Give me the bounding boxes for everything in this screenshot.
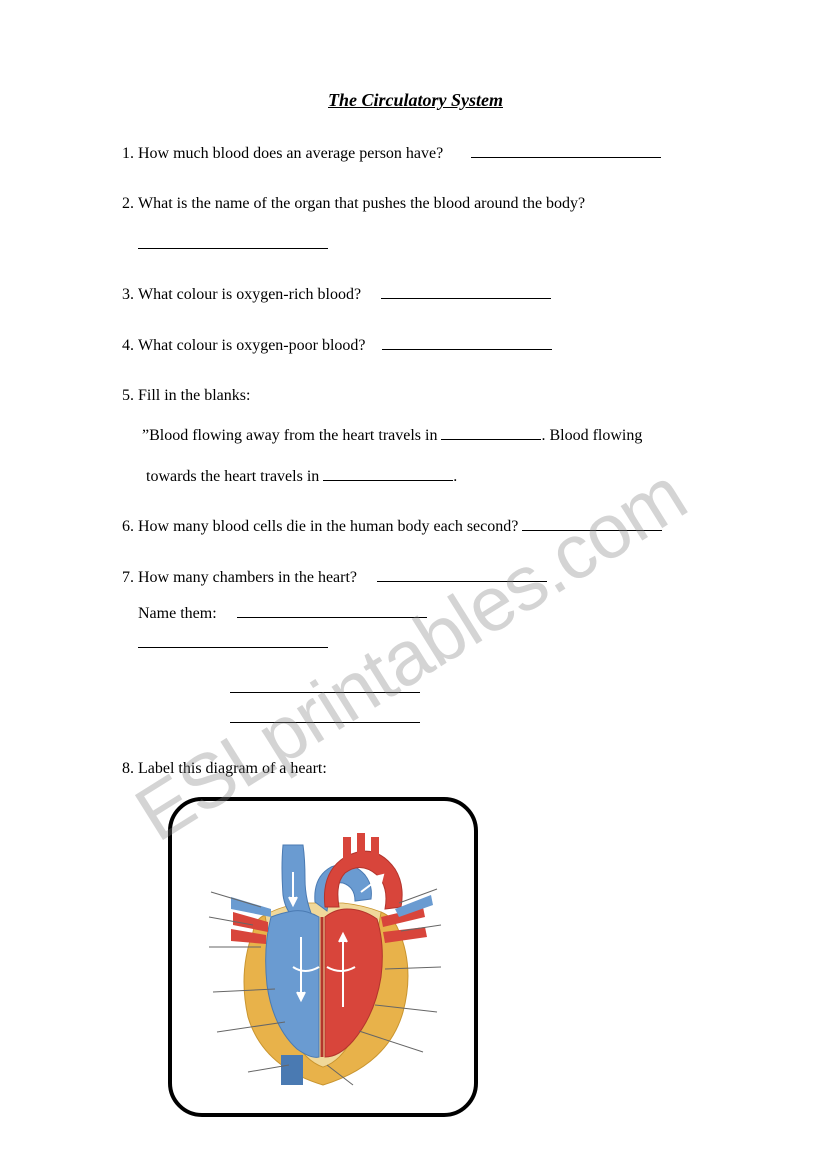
heart-diagram-frame (168, 797, 478, 1117)
q4-text: What colour is oxygen-poor blood? (138, 337, 366, 354)
q7-chamber-blank-3[interactable] (230, 677, 420, 693)
question-6: How many blood cells die in the human bo… (138, 512, 721, 542)
q5-part4: . (453, 468, 457, 485)
heart-diagram-svg (193, 817, 453, 1097)
question-4: What colour is oxygen-poor blood? (138, 331, 721, 361)
question-3: What colour is oxygen-rich blood? (138, 280, 721, 310)
q6-text: How many blood cells die in the human bo… (138, 518, 518, 535)
aorta-branch-3 (371, 837, 379, 861)
heart-diagram-container (168, 797, 721, 1117)
q3-text: What colour is oxygen-rich blood? (138, 286, 361, 303)
q8-text: Label this diagram of a heart: (138, 760, 327, 777)
question-5: Fill in the blanks: ”Blood flowing away … (138, 381, 721, 492)
q6-answer-blank[interactable] (522, 515, 662, 531)
q4-answer-blank[interactable] (382, 334, 552, 350)
question-7: How many chambers in the heart? Name the… (138, 563, 721, 735)
q7-answer-blank[interactable] (377, 566, 547, 582)
question-2: What is the name of the organ that pushe… (138, 189, 721, 260)
q5-blank1[interactable] (441, 424, 541, 440)
q7-name-label: Name them: (138, 605, 217, 622)
q5-label: Fill in the blanks: (138, 387, 250, 404)
question-8: Label this diagram of a heart: (138, 754, 721, 1116)
q7-chamber-blank-1[interactable] (237, 602, 427, 618)
q5-part3: towards the heart travels in (146, 468, 323, 485)
q5-part1: ”Blood flowing away from the heart trave… (142, 427, 441, 444)
q5-blank2[interactable] (323, 465, 453, 481)
q2-text: What is the name of the organ that pushe… (138, 195, 585, 212)
q3-answer-blank[interactable] (381, 283, 551, 299)
page-title: The Circulatory System (110, 90, 721, 111)
question-1: How much blood does an average person ha… (138, 139, 721, 169)
aorta-branch-1 (343, 837, 351, 859)
inferior-vena-cava (281, 1055, 303, 1085)
q7-chamber-blank-4[interactable] (230, 707, 420, 723)
q1-answer-blank[interactable] (471, 142, 661, 158)
question-list: How much blood does an average person ha… (110, 139, 721, 1117)
q7-chamber-blank-2[interactable] (138, 632, 328, 648)
superior-vena-cava (282, 845, 311, 917)
aorta-branch-2 (357, 833, 365, 857)
q1-text: How much blood does an average person ha… (138, 145, 443, 162)
q7-text: How many chambers in the heart? (138, 569, 357, 586)
q5-part2: . Blood flowing (541, 427, 642, 444)
q2-answer-blank[interactable] (138, 233, 328, 249)
